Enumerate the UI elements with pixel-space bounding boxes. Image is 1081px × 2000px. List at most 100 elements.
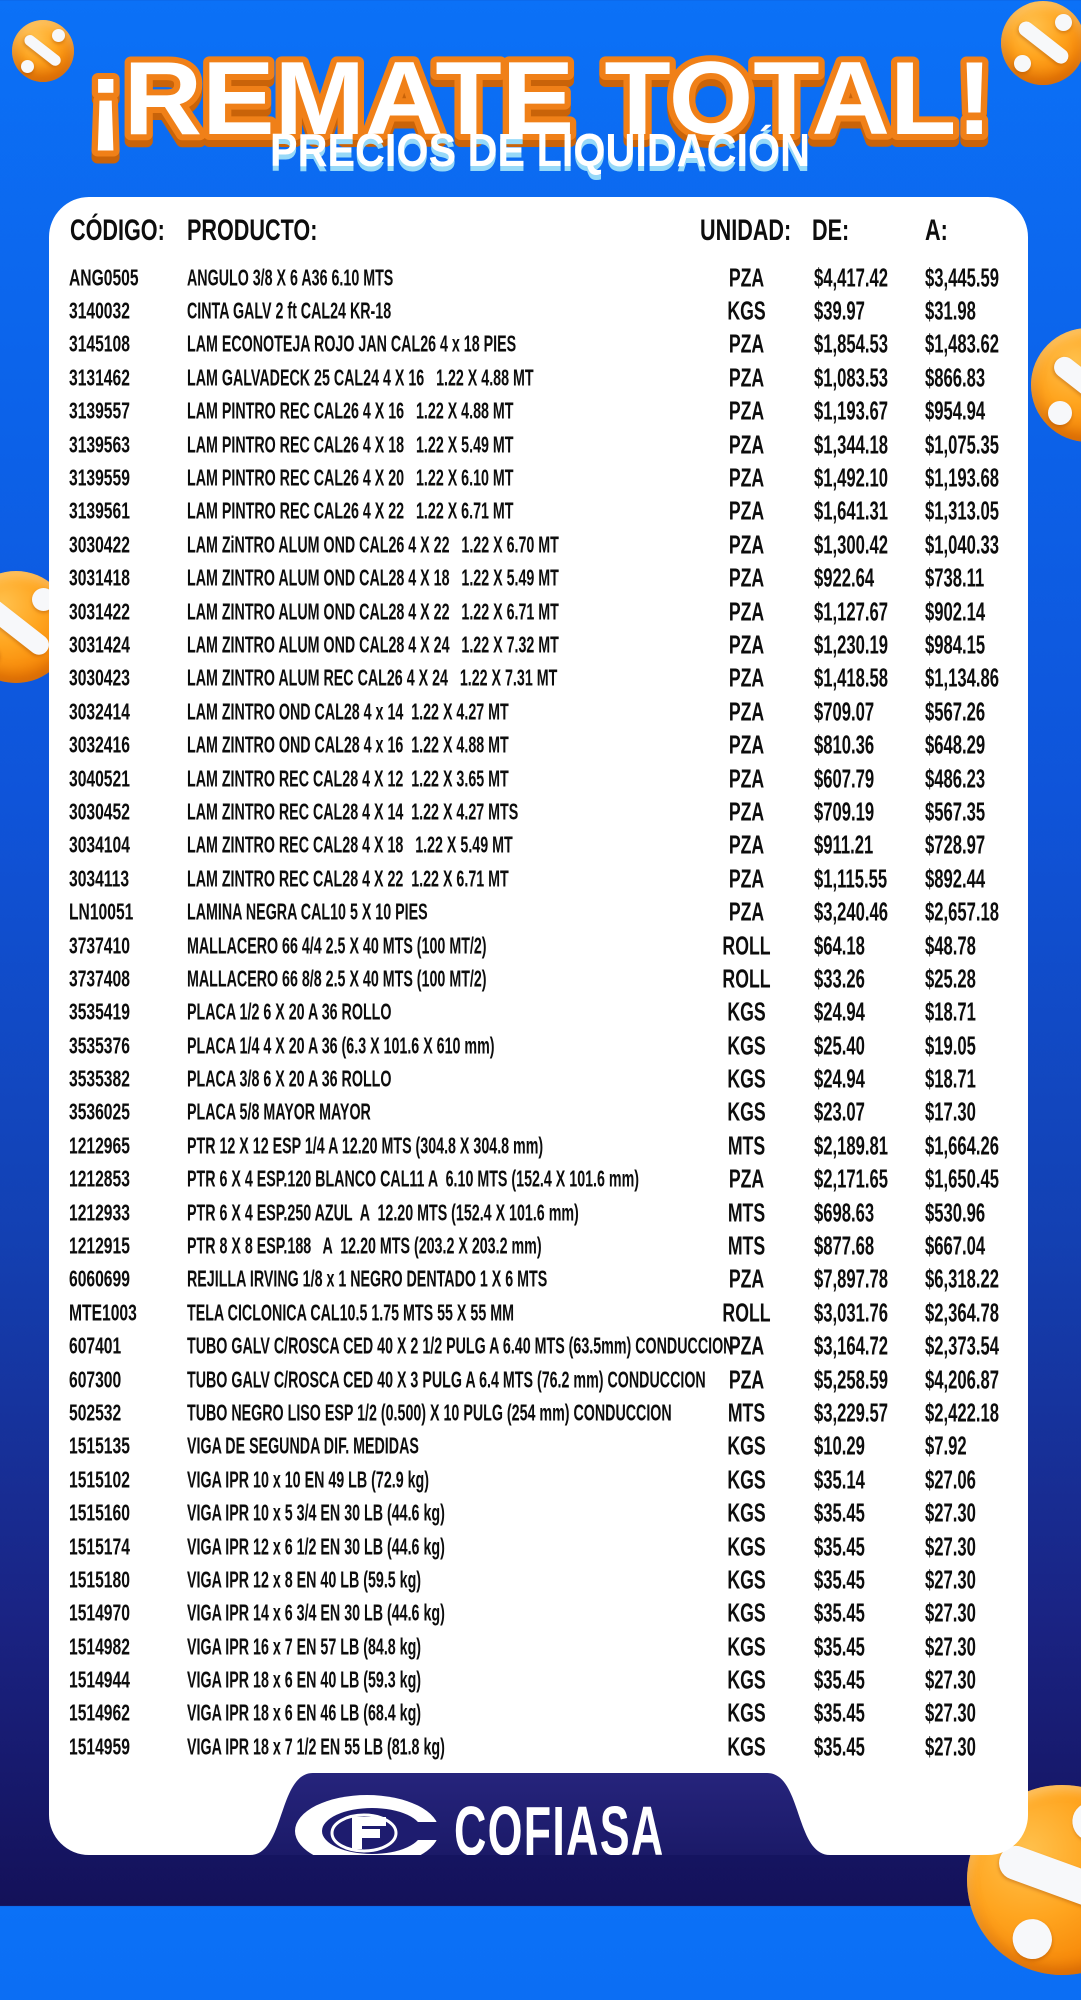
table-row: 3030452 LAM ZINTRO REC CAL28 4 X 14 1.22… — [49, 795, 1028, 828]
cell-producto: LAM ZINTRO ALUM OND CAL28 4 X 24 1.22 X … — [187, 631, 559, 658]
cell-unidad: PZA — [707, 863, 785, 894]
cell-unidad: PZA — [707, 663, 785, 694]
cell-codigo: 1515135 — [69, 1433, 130, 1460]
cell-precio-de: $35.45 — [814, 1498, 865, 1529]
cell-codigo: 3032414 — [69, 698, 130, 725]
cell-precio-de: $23.07 — [814, 1097, 865, 1128]
cell-unidad: KGS — [707, 1431, 785, 1462]
percent-badge-right-icon — [1031, 328, 1081, 442]
cell-producto: LAM ZINTRO REC CAL28 4 X 22 1.22 X 6.71 … — [187, 865, 509, 892]
cell-precio-de: $64.18 — [814, 930, 865, 961]
cell-unidad: PZA — [707, 262, 785, 293]
table-row: 3139557 LAM PINTRO REC CAL26 4 X 16 1.22… — [49, 395, 1028, 428]
table-row: 3535419 PLACA 1/2 6 X 20 A 36 ROLLO KGS … — [49, 996, 1028, 1029]
cell-unidad: KGS — [707, 997, 785, 1028]
cell-producto: PLACA 1/4 4 X 20 A 36 (6.3 X 101.6 X 610… — [187, 1032, 495, 1059]
cell-codigo: 1514959 — [69, 1733, 130, 1760]
cell-producto: LAM GALVADECK 25 CAL24 4 X 16 1.22 X 4.8… — [187, 364, 534, 391]
cell-precio-a: $1,193.68 — [925, 463, 999, 494]
percent-dot — [1007, 1914, 1057, 1964]
cell-unidad: PZA — [707, 763, 785, 794]
cell-precio-a: $48.78 — [925, 930, 976, 961]
cell-producto: VIGA IPR 10 x 10 EN 49 LB (72.9 kg) — [187, 1466, 429, 1493]
cell-precio-de: $698.63 — [814, 1197, 874, 1228]
cell-producto: PTR 6 X 4 ESP.250 AZUL A 12.20 MTS (152.… — [187, 1199, 579, 1226]
cell-precio-a: $728.97 — [925, 830, 985, 861]
cell-unidad: PZA — [707, 1331, 785, 1362]
cell-unidad: PZA — [707, 796, 785, 827]
table-row: 1514962 VIGA IPR 18 x 6 EN 46 LB (68.4 k… — [49, 1697, 1028, 1730]
cell-producto: PLACA 1/2 6 X 20 A 36 ROLLO — [187, 999, 391, 1026]
cell-producto: LAM ZINTRO ALUM OND CAL28 4 X 22 1.22 X … — [187, 598, 559, 625]
percent-dot — [1048, 401, 1072, 425]
cell-unidad: KGS — [707, 1498, 785, 1529]
cell-precio-a: $1,134.86 — [925, 663, 999, 694]
cell-precio-de: $607.79 — [814, 763, 874, 794]
cell-codigo: 1514982 — [69, 1633, 130, 1660]
cell-precio-de: $24.94 — [814, 1064, 865, 1095]
column-header-producto: PRODUCTO: — [187, 213, 317, 249]
cell-producto: VIGA DE SEGUNDA DIF. MEDIDAS — [187, 1433, 419, 1460]
cell-precio-de: $35.45 — [814, 1631, 865, 1662]
cell-precio-de: $25.40 — [814, 1030, 865, 1061]
table-row: 3535382 PLACA 3/8 6 X 20 A 36 ROLLO KGS … — [49, 1062, 1028, 1095]
cell-codigo: 3535376 — [69, 1032, 130, 1059]
cell-precio-a: $2,373.54 — [925, 1331, 999, 1362]
table-row: LN10051 LAMINA NEGRA CAL10 5 X 10 PIES P… — [49, 895, 1028, 928]
cell-codigo: 3030423 — [69, 665, 130, 692]
cell-producto: VIGA IPR 10 x 5 3/4 EN 30 LB (44.6 kg) — [187, 1500, 445, 1527]
cell-precio-de: $1,492.10 — [814, 463, 888, 494]
cell-codigo: 1212853 — [69, 1166, 130, 1193]
cell-unidad: PZA — [707, 897, 785, 928]
cell-unidad: KGS — [707, 1097, 785, 1128]
cell-precio-a: $567.35 — [925, 796, 985, 827]
cell-unidad: PZA — [707, 830, 785, 861]
table-row: 1212933 PTR 6 X 4 ESP.250 AZUL A 12.20 M… — [49, 1196, 1028, 1229]
cell-codigo: 3034104 — [69, 832, 130, 859]
percent-dot — [1014, 55, 1032, 73]
cell-unidad: MTS — [707, 1130, 785, 1161]
cell-producto: LAMINA NEGRA CAL10 5 X 10 PIES — [187, 899, 428, 926]
cell-unidad: ROLL — [707, 1297, 785, 1328]
cell-unidad: PZA — [707, 596, 785, 627]
cell-unidad: KGS — [707, 1464, 785, 1495]
cell-producto: VIGA IPR 12 x 8 EN 40 LB (59.5 kg) — [187, 1566, 421, 1593]
cell-producto: VIGA IPR 18 x 7 1/2 EN 55 LB (81.8 kg) — [187, 1733, 445, 1760]
percent-dot — [1067, 1796, 1081, 1846]
cell-codigo: 3139557 — [69, 398, 130, 425]
percent-dot — [52, 29, 65, 42]
cell-unidad: PZA — [707, 396, 785, 427]
table-row: 1514970 VIGA IPR 14 x 6 3/4 EN 30 LB (44… — [49, 1597, 1028, 1630]
table-row: 3139561 LAM PINTRO REC CAL26 4 X 22 1.22… — [49, 495, 1028, 528]
table-rows: ANG0505 ANGULO 3/8 X 6 A36 6.10 MTS PZA … — [49, 261, 1028, 1764]
cell-precio-de: $1,344.18 — [814, 429, 888, 460]
cofiasa-logo-icon — [294, 1795, 440, 1855]
cell-precio-de: $35.45 — [814, 1665, 865, 1696]
cell-unidad: PZA — [707, 463, 785, 494]
table-header: CÓDIGO: PRODUCTO: UNIDAD: DE: A: — [49, 213, 1028, 249]
cell-codigo: 1515180 — [69, 1566, 130, 1593]
cell-unidad: KGS — [707, 1531, 785, 1562]
cell-unidad: PZA — [707, 362, 785, 393]
cell-precio-de: $709.07 — [814, 696, 874, 727]
price-list-card: CÓDIGO: PRODUCTO: UNIDAD: DE: A: ANG0505… — [49, 197, 1028, 1855]
cell-precio-de: $5,258.59 — [814, 1364, 888, 1395]
table-row: MTE1003 TELA CICLONICA CAL10.5 1.75 MTS … — [49, 1296, 1028, 1329]
table-row: 502532 TUBO NEGRO LISO ESP 1/2 (0.500) X… — [49, 1396, 1028, 1429]
cell-producto: LAM PINTRO REC CAL26 4 X 18 1.22 X 5.49 … — [187, 431, 513, 458]
cell-codigo: 1212933 — [69, 1199, 130, 1226]
column-header-a: A: — [925, 213, 948, 249]
cell-codigo: 607300 — [69, 1366, 121, 1393]
table-row: 6060699 REJILLA IRVING 1/8 x 1 NEGRO DEN… — [49, 1263, 1028, 1296]
cell-precio-a: $27.30 — [925, 1531, 976, 1562]
cell-precio-de: $810.36 — [814, 730, 874, 761]
cell-codigo: 607401 — [69, 1333, 121, 1360]
cell-precio-a: $27.30 — [925, 1598, 976, 1629]
cell-precio-de: $1,854.53 — [814, 329, 888, 360]
cell-precio-a: $4,206.87 — [925, 1364, 999, 1395]
table-row: 1515174 VIGA IPR 12 x 6 1/2 EN 30 LB (44… — [49, 1530, 1028, 1563]
cell-unidad: PZA — [707, 563, 785, 594]
cell-unidad: PZA — [707, 1164, 785, 1195]
cell-precio-de: $33.26 — [814, 963, 865, 994]
cell-precio-a: $27.30 — [925, 1631, 976, 1662]
